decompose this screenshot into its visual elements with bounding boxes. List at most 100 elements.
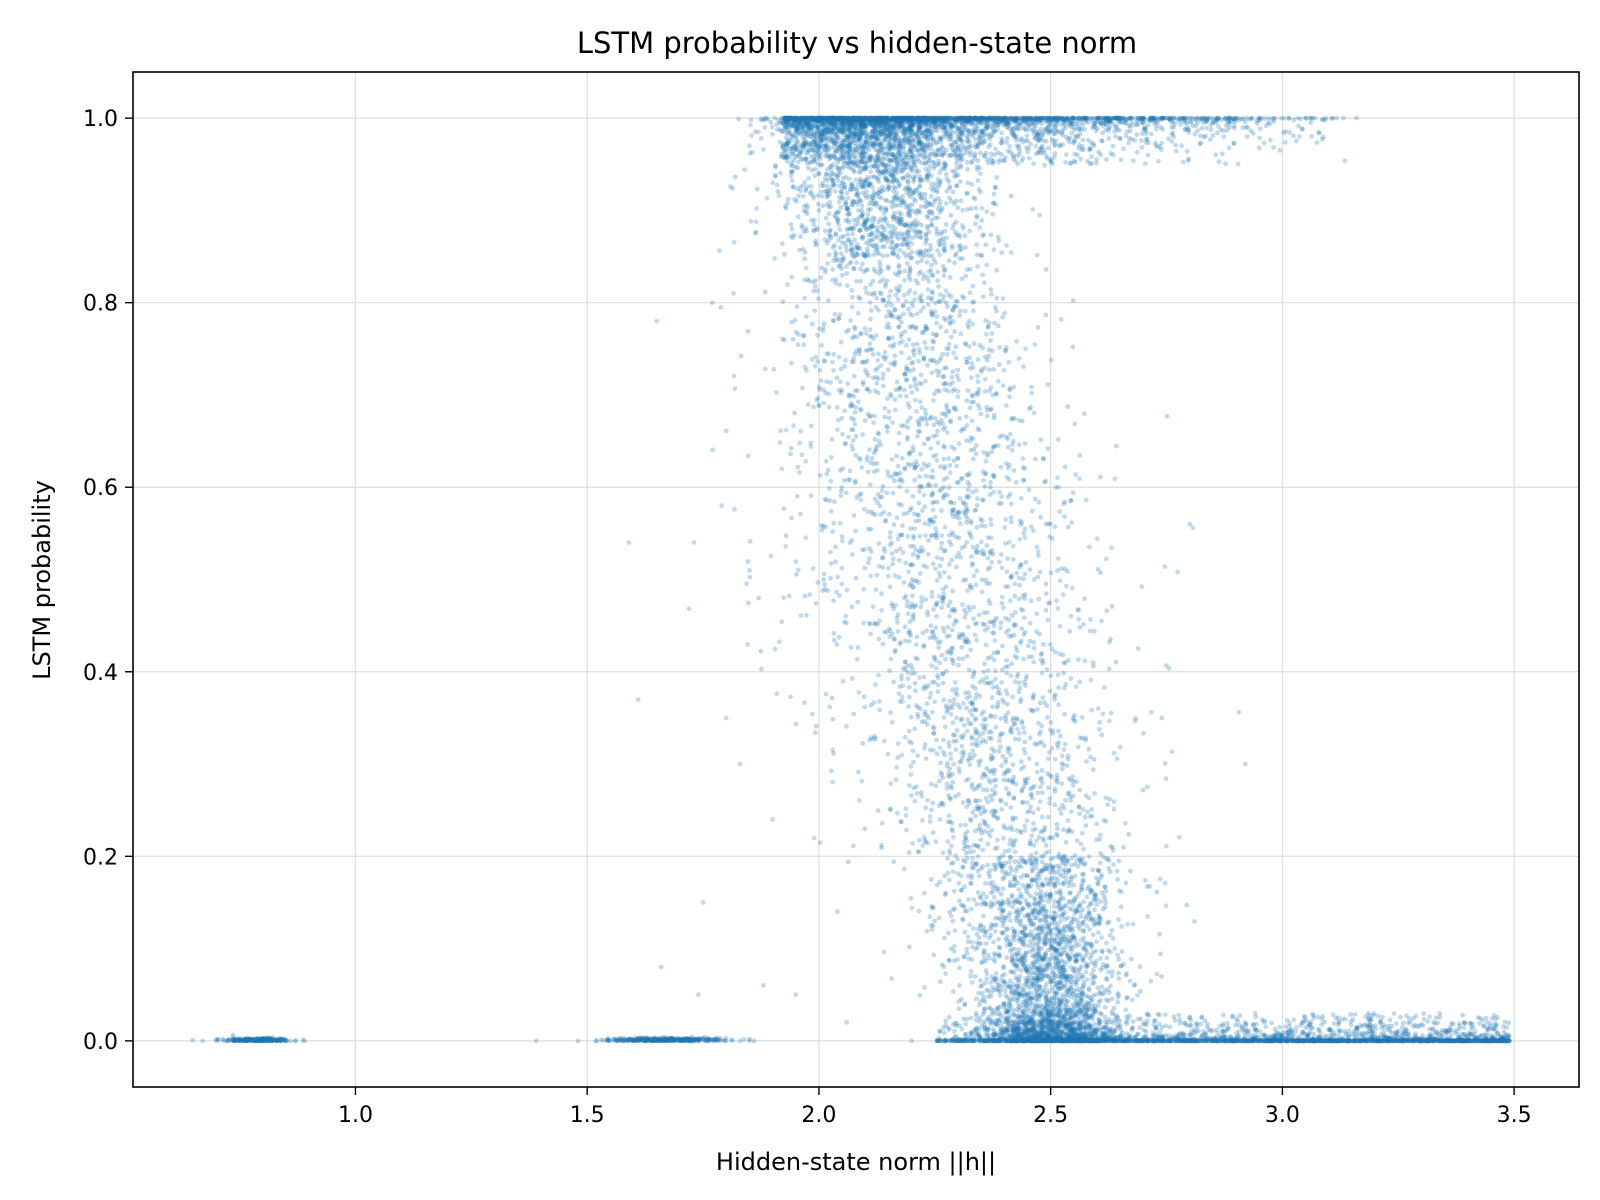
scatter-point xyxy=(862,254,868,259)
scatter-point xyxy=(692,1038,697,1044)
scatter-point xyxy=(721,1038,727,1044)
scatter-point xyxy=(256,1037,261,1043)
scatter-point xyxy=(645,1038,651,1043)
scatter-point xyxy=(251,1038,257,1044)
scatter-point xyxy=(1247,116,1253,122)
scatter-point xyxy=(649,1037,654,1043)
scatter-point xyxy=(242,1036,248,1042)
scatter-point xyxy=(660,1035,665,1040)
scatter-point xyxy=(243,1038,249,1044)
scatter-point xyxy=(717,1038,722,1043)
scatter-point xyxy=(256,1038,262,1043)
scatter-point xyxy=(260,1038,266,1044)
scatter-point xyxy=(628,1036,634,1042)
scatter-point xyxy=(1193,117,1199,123)
scatter-point xyxy=(1494,1023,1500,1028)
scatter-point xyxy=(254,1037,260,1043)
scatter-point xyxy=(1106,136,1112,141)
scatter-point xyxy=(972,151,978,157)
scatter-point xyxy=(264,1038,270,1044)
scatter-point xyxy=(1071,115,1076,121)
scatter-point xyxy=(266,1038,272,1043)
scatter-point xyxy=(1098,152,1103,158)
scatter-point xyxy=(756,595,762,601)
scatter-point xyxy=(643,1038,649,1044)
scatter-point xyxy=(232,1038,238,1044)
scatter-point xyxy=(668,1038,674,1043)
scatter-point xyxy=(697,1037,702,1042)
scatter-point xyxy=(258,1036,264,1042)
scatter-point xyxy=(625,1037,631,1043)
scatter-point xyxy=(285,1038,290,1043)
scatter-point xyxy=(695,1037,701,1043)
scatter-point xyxy=(654,1037,660,1043)
scatter-point xyxy=(260,1037,266,1043)
scatter-point xyxy=(664,1037,669,1043)
scatter-point xyxy=(1024,133,1030,139)
scatter-point xyxy=(252,1037,257,1042)
scatter-point xyxy=(635,1037,641,1043)
scatter-point xyxy=(909,300,914,306)
scatter-point xyxy=(839,115,845,121)
scatter-point xyxy=(266,1037,272,1043)
scatter-point xyxy=(1134,132,1140,138)
scatter-point xyxy=(1086,119,1092,125)
scatter-point xyxy=(273,1036,278,1042)
scatter-point xyxy=(707,1037,712,1042)
scatter-point xyxy=(233,1037,238,1043)
scatter-point xyxy=(278,1037,284,1043)
scatter-point xyxy=(711,1037,717,1042)
scatter-point xyxy=(1198,140,1204,146)
scatter-point xyxy=(1287,129,1292,135)
scatter-point xyxy=(1090,125,1095,131)
scatter-point xyxy=(679,1037,685,1043)
scatter-point xyxy=(1174,115,1180,121)
scatter-point xyxy=(677,1037,683,1043)
scatter-point xyxy=(686,1037,692,1043)
scatter-point xyxy=(671,1037,677,1043)
scatter-point xyxy=(1507,1038,1512,1044)
scatter-point xyxy=(656,1036,661,1041)
scatter-point xyxy=(1070,121,1076,126)
scatter-point xyxy=(645,1037,651,1043)
scatter-point xyxy=(230,1038,236,1043)
scatter-point xyxy=(1071,115,1077,121)
scatter-point xyxy=(690,1035,696,1041)
scatter-point xyxy=(1185,158,1191,164)
scatter-point xyxy=(1117,136,1123,142)
scatter-point xyxy=(978,115,984,121)
scatter-point xyxy=(723,715,729,721)
scatter-point xyxy=(1095,115,1101,121)
scatter-point xyxy=(682,1037,688,1043)
scatter-point xyxy=(1266,115,1271,121)
scatter-point xyxy=(656,1038,662,1043)
scatter-point xyxy=(267,1036,273,1041)
scatter-point xyxy=(685,1036,691,1042)
scatter-point xyxy=(1393,1021,1399,1026)
scatter-point xyxy=(1291,133,1296,139)
scatter-point xyxy=(656,1037,661,1043)
scatter-point xyxy=(650,1038,656,1043)
scatter-point xyxy=(1137,1025,1143,1030)
scatter-point xyxy=(249,1037,255,1043)
scatter-point xyxy=(659,1038,664,1043)
scatter-point xyxy=(992,152,998,158)
scatter-point xyxy=(1263,1024,1269,1030)
scatter-point xyxy=(1047,158,1053,164)
scatter-point xyxy=(663,1038,669,1044)
scatter-point xyxy=(1160,126,1166,132)
scatter-point xyxy=(632,1035,638,1041)
scatter-point xyxy=(533,1038,539,1044)
scatter-point xyxy=(657,1038,663,1044)
scatter-point xyxy=(675,1035,680,1041)
scatter-point xyxy=(606,1037,611,1042)
scatter-point xyxy=(233,1038,238,1043)
scatter-point xyxy=(1026,155,1032,161)
scatter-point xyxy=(1204,1024,1210,1030)
scatter-point xyxy=(232,1037,237,1043)
scatter-point xyxy=(1317,1030,1323,1036)
scatter-point xyxy=(231,1036,236,1042)
scatter-point xyxy=(1204,125,1210,131)
